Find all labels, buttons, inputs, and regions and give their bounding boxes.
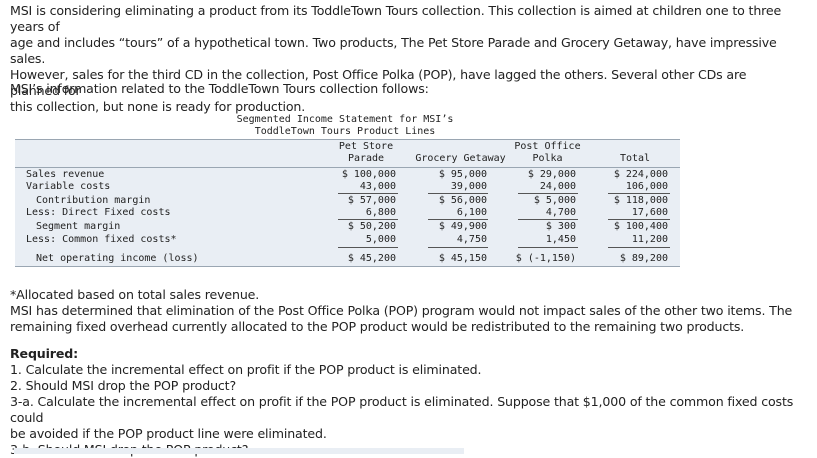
cell-total-segment: $ 100,400 <box>613 221 668 232</box>
cell-total-sales: $ 224,000 <box>613 169 668 180</box>
cell-total-common-fixed: 11,200 <box>631 234 668 245</box>
cell-grocery-sales: $ 95,000 <box>438 169 487 180</box>
cell-post-segment: $ 300 <box>545 221 576 232</box>
underline <box>338 193 398 194</box>
underline <box>338 219 398 220</box>
cell-pet-contribution: $ 57,000 <box>347 195 396 206</box>
cell-grocery-contribution: $ 56,000 <box>438 195 487 206</box>
table-title-line-1: Segmented Income Statement for MSI’s <box>236 114 454 125</box>
cell-post-sales: $ 29,000 <box>527 169 576 180</box>
intro-line: However, sales for the third CD in the c… <box>10 67 747 98</box>
cell-pet-common-fixed: 5,000 <box>365 234 396 245</box>
cell-post-direct-fixed: 4,700 <box>545 207 576 218</box>
required-section: Required: 1. Calculate the incremental e… <box>10 346 800 458</box>
notes-line: remaining fixed overhead currently alloc… <box>10 319 745 334</box>
row-label-direct-fixed-costs: Less: Direct Fixed costs <box>26 207 171 218</box>
row-label-variable-costs: Variable costs <box>26 181 111 192</box>
table-title-line-2: ToddleTown Tours Product Lines <box>254 126 436 137</box>
underline <box>428 219 488 220</box>
cell-grocery-direct-fixed: 6,100 <box>456 207 487 218</box>
info-line: MSI’s information related to the ToddleT… <box>10 81 429 96</box>
question-3a: 3-a. Calculate the incremental effect on… <box>10 394 794 425</box>
underline <box>518 193 578 194</box>
underline <box>428 247 488 248</box>
table-title: Segmented Income Statement for MSI’s Tod… <box>200 114 490 138</box>
cell-total-direct-fixed: 17,600 <box>631 207 668 218</box>
header-total: Total <box>619 153 651 164</box>
cell-pet-segment: $ 50,200 <box>347 221 396 232</box>
row-label-net-operating-income: Net operating income (loss) <box>36 253 199 264</box>
row-label-contribution-margin: Contribution margin <box>36 195 151 206</box>
notes-paragraph: *Allocated based on total sales revenue.… <box>10 287 800 335</box>
cell-pet-net: $ 45,200 <box>347 253 396 264</box>
header-post-office-1: Post Office <box>514 141 581 152</box>
question-2: 2. Should MSI drop the POP product? <box>10 378 237 393</box>
row-label-common-fixed-costs: Less: Common fixed costs* <box>26 234 177 245</box>
cell-total-contribution: $ 118,000 <box>613 195 668 206</box>
underline <box>608 219 670 220</box>
header-pet-store-1: Pet Store <box>338 141 394 152</box>
underline <box>338 247 398 248</box>
question-1: 1. Calculate the incremental effect on p… <box>10 362 482 377</box>
cell-grocery-variable: 39,000 <box>450 181 487 192</box>
cell-pet-sales: $ 100,000 <box>341 169 396 180</box>
cell-post-contribution: $ 5,000 <box>533 195 576 206</box>
question-3a-continued: be avoided if the POP product line were … <box>10 426 327 441</box>
cell-pet-variable: 43,000 <box>359 181 396 192</box>
footnote: *Allocated based on total sales revenue. <box>10 287 260 302</box>
answer-area-edge <box>14 448 464 454</box>
underline <box>518 247 578 248</box>
table-top-rule <box>15 139 680 140</box>
cell-post-net: $ (-1,150) <box>515 253 576 264</box>
header-grocery-getaway: Grocery Getaway <box>415 153 506 164</box>
notes-line: MSI has determined that elimination of t… <box>10 303 793 318</box>
intro-line: MSI is considering eliminating a product… <box>10 3 782 34</box>
cell-post-common-fixed: 1,450 <box>545 234 576 245</box>
underline <box>608 247 670 248</box>
row-label-sales-revenue: Sales revenue <box>26 169 105 180</box>
intro-line: this collection, but none is ready for p… <box>10 99 306 114</box>
cell-grocery-net: $ 45,150 <box>438 253 487 264</box>
underline <box>608 193 670 194</box>
intro-paragraph: MSI is considering eliminating a product… <box>10 3 800 115</box>
header-post-office-2: Polka <box>532 153 563 164</box>
header-pet-store-2: Parade <box>347 153 385 164</box>
cell-grocery-segment: $ 49,900 <box>438 221 487 232</box>
table-header-band <box>15 139 680 167</box>
cell-total-net: $ 89,200 <box>619 253 668 264</box>
cell-total-variable: 106,000 <box>625 181 668 192</box>
table-bottom-rule <box>15 266 680 267</box>
underline <box>428 193 488 194</box>
table-body-band <box>15 167 680 266</box>
table-header-rule <box>15 167 680 168</box>
underline <box>518 219 578 220</box>
row-label-segment-margin: Segment margin <box>36 221 121 232</box>
required-title: Required: <box>10 346 78 361</box>
income-statement-table: Pet Store Parade Grocery Getaway Post Of… <box>15 139 680 267</box>
cell-post-variable: 24,000 <box>539 181 576 192</box>
cell-grocery-common-fixed: 4,750 <box>456 234 487 245</box>
cell-pet-direct-fixed: 6,800 <box>365 207 396 218</box>
intro-line: age and includes “tours” of a hypothetic… <box>10 35 777 66</box>
